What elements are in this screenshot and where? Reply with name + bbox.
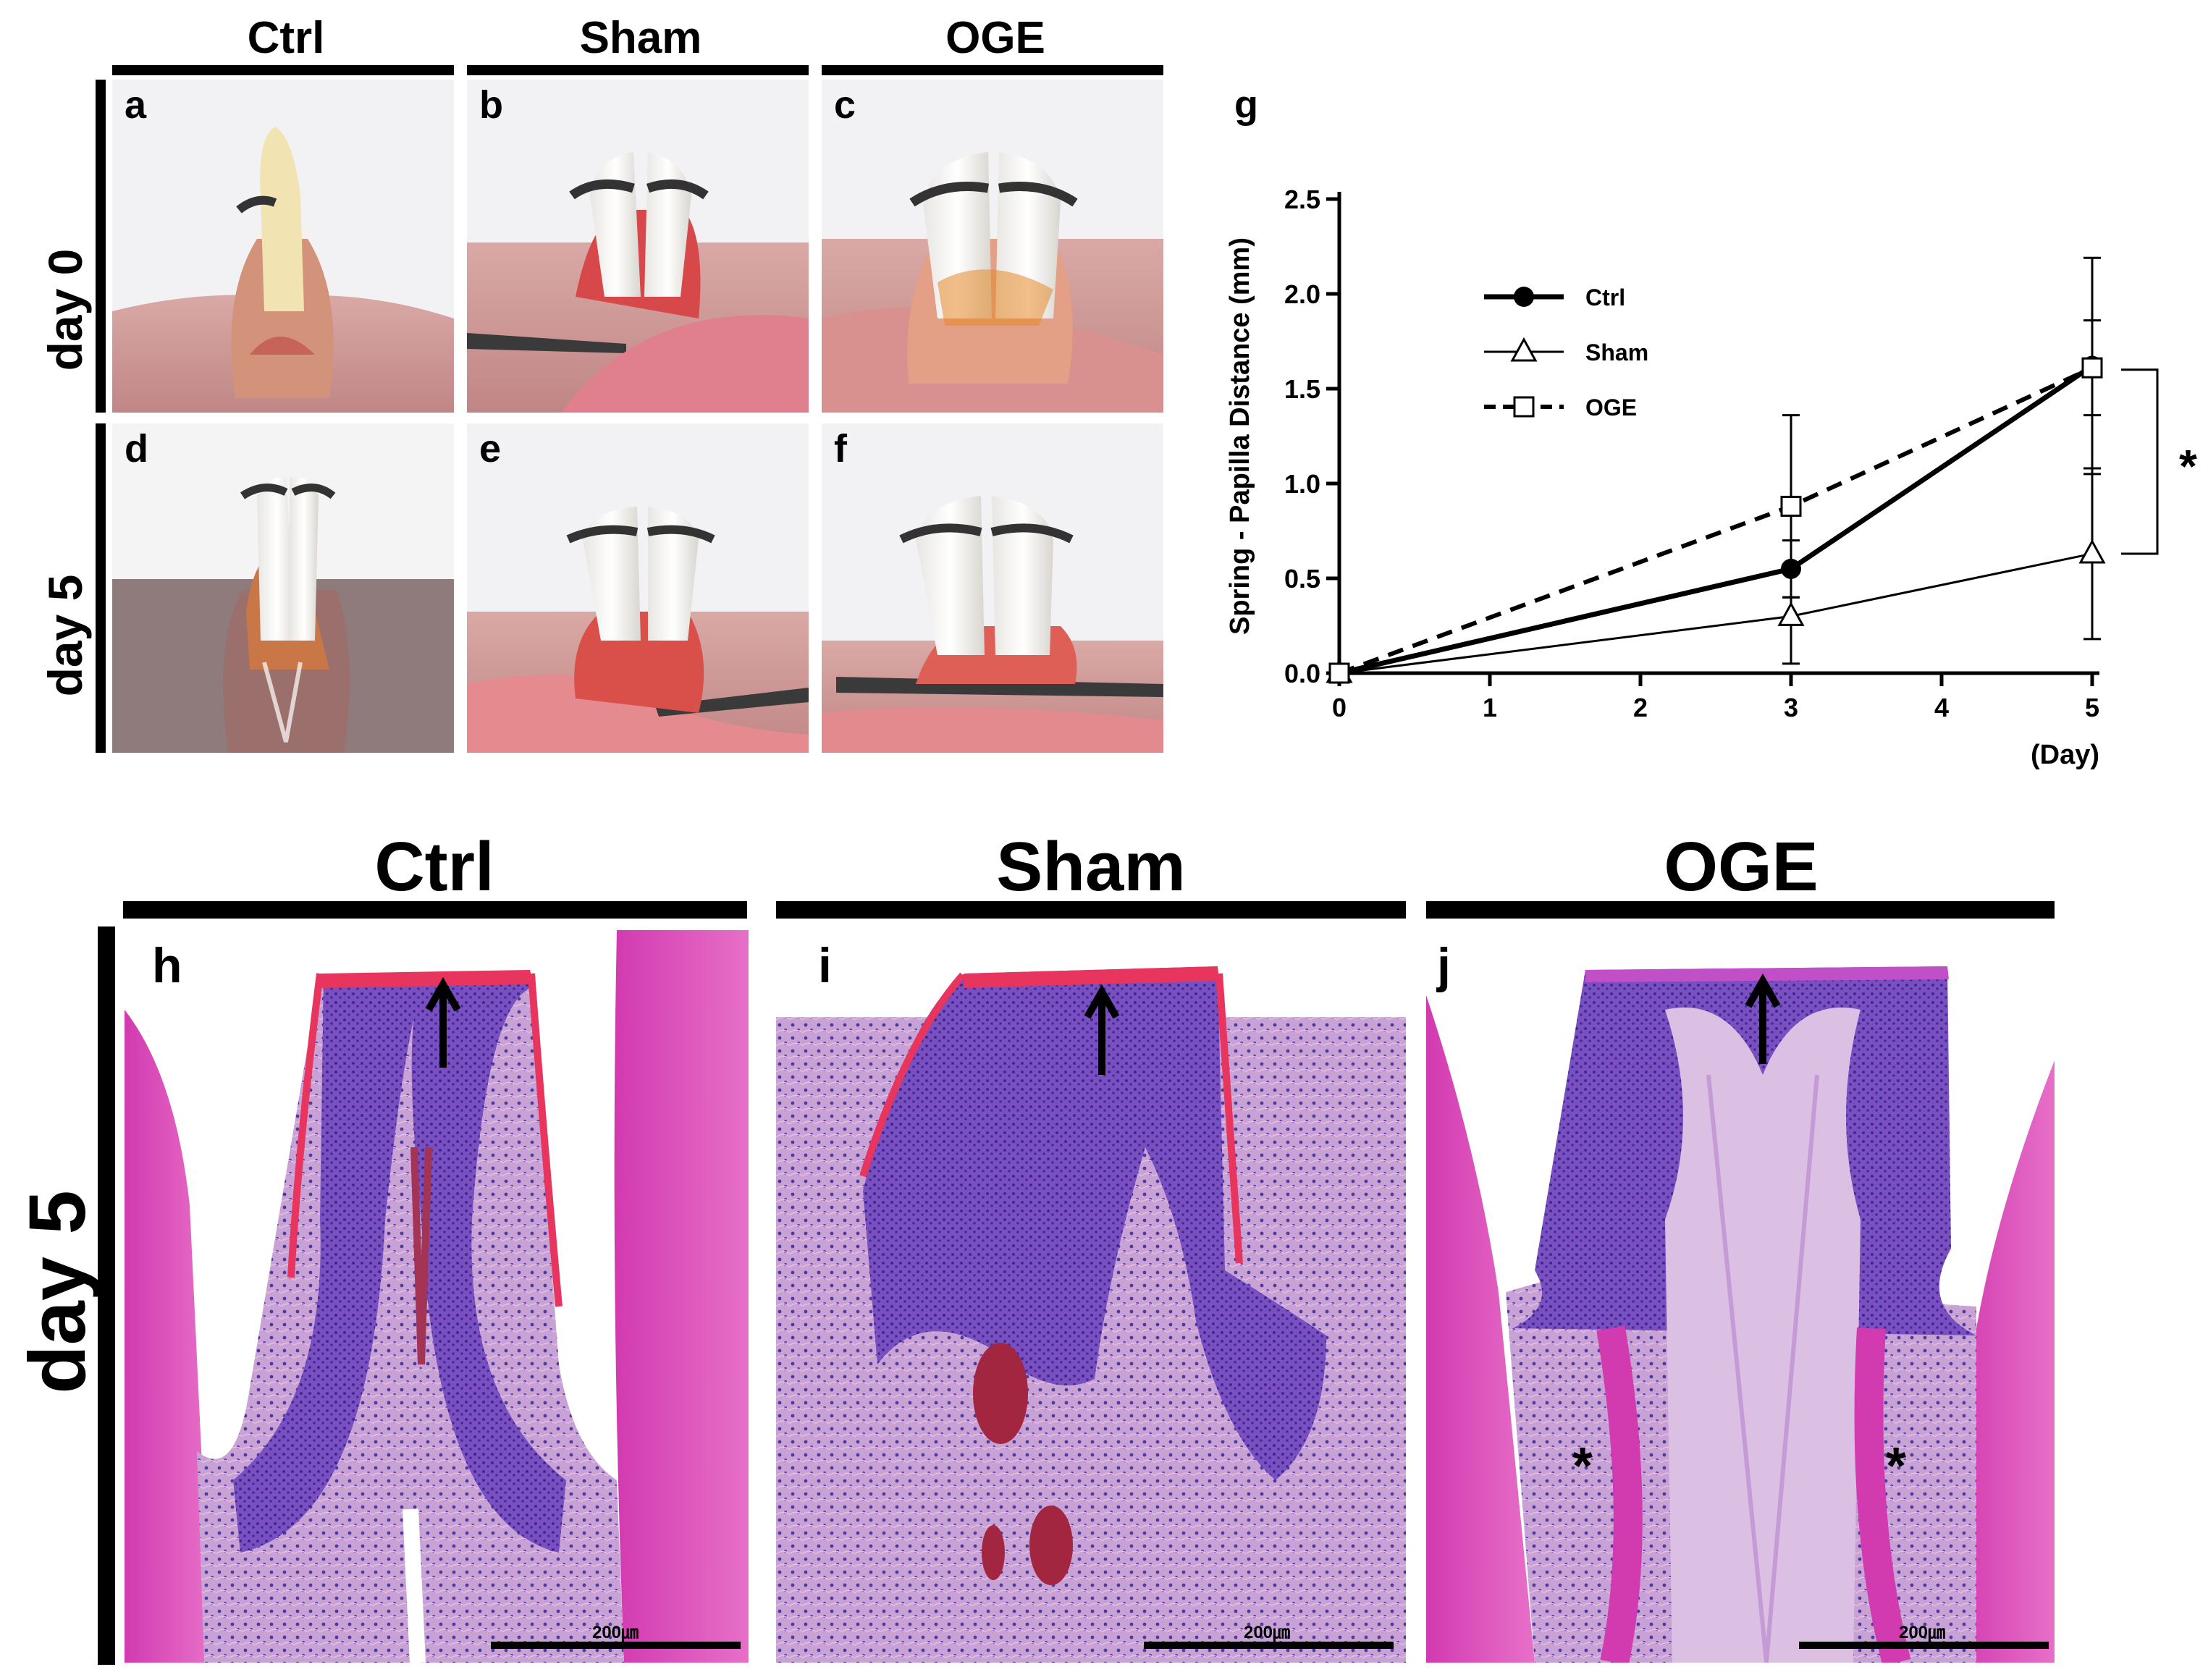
panel-letter-g: g xyxy=(1234,83,1258,127)
scale-bar-j xyxy=(1799,1642,2049,1649)
point-oge-0 xyxy=(1328,662,1350,684)
point-ctrl-1 xyxy=(1781,558,1801,579)
panel-letter-d: d xyxy=(125,427,148,470)
photo-panel-f xyxy=(822,423,1163,753)
top-group-sham-label: Sham xyxy=(579,13,702,63)
photo-c-illustration xyxy=(822,152,1163,413)
panel-letter-b: b xyxy=(479,83,503,127)
panel-letter-a: a xyxy=(125,83,147,127)
y-tick-label-4: 2.0 xyxy=(1284,279,1320,309)
row-day0-label: day 0 xyxy=(38,248,92,371)
scale-label-i: 200㎛ xyxy=(1243,1623,1291,1642)
photo-f-illustration xyxy=(822,496,1163,753)
y-tick-label-1: 0.5 xyxy=(1284,564,1320,594)
histology-j-illustration xyxy=(1426,966,2055,1663)
y-tick-label-0: 0.0 xyxy=(1284,659,1320,688)
scale-label-h: 200㎛ xyxy=(591,1623,639,1642)
point-oge-1 xyxy=(1780,495,1802,517)
photo-a-illustration xyxy=(112,127,454,413)
significance-star: * xyxy=(2179,440,2197,492)
series-line-oge xyxy=(1338,366,2094,675)
photo-d-illustration xyxy=(112,423,454,753)
panel-letter-h: h xyxy=(152,938,182,993)
histology-panel-j xyxy=(1426,930,2055,1663)
bottom-group-ctrl-label: Ctrl xyxy=(374,828,494,906)
bottom-group-sham-label: Sham xyxy=(996,828,1186,906)
row-day0-bar xyxy=(96,80,106,413)
line-chart: 0.0 0.5 1.0 1.5 2.0 2.5 0 1 2 3 4 5 (Day) Spring - Pa… xyxy=(1225,185,2197,770)
y-tick-label-5: 2.5 xyxy=(1284,185,1320,214)
photo-e-illustration xyxy=(467,507,809,753)
row-day5-label: day 5 xyxy=(38,574,92,697)
top-group-oge-label: OGE xyxy=(945,13,1045,63)
photo-panel-b xyxy=(467,80,809,413)
bottom-group-oge-label: OGE xyxy=(1664,828,1819,906)
series-line-sham xyxy=(1339,552,2093,675)
photo-panel-e xyxy=(467,423,809,753)
panel-letter-j: j xyxy=(1437,938,1451,993)
top-group-sham-bar xyxy=(467,65,809,75)
legend-label-ctrl: Ctrl xyxy=(1585,284,1625,311)
point-oge-2 xyxy=(2081,357,2103,379)
panel-letter-f: f xyxy=(834,427,847,470)
legend-marker-sham xyxy=(1510,337,1538,362)
asterisk-left: * xyxy=(1572,1438,1593,1495)
series-line-ctrl xyxy=(1339,363,2094,676)
legend-label-oge: OGE xyxy=(1585,394,1637,421)
photo-panel-c xyxy=(822,80,1163,413)
x-tick-label-3: 3 xyxy=(1784,693,1798,722)
y-tick-label-3: 1.5 xyxy=(1284,374,1320,404)
photo-panel-d xyxy=(112,423,454,753)
asterisk-right: * xyxy=(1886,1438,1907,1495)
photo-b-illustration xyxy=(467,152,809,413)
panel-letter-c: c xyxy=(834,83,856,127)
y-axis-label: Spring - Papilla Distance (mm) xyxy=(1225,237,1255,635)
bottom-group-sham-bar xyxy=(776,901,1406,919)
x-tick-label-2: 2 xyxy=(1633,693,1648,722)
bottom-group-ctrl-bar xyxy=(123,901,747,919)
histology-panel-i xyxy=(776,930,1406,1663)
panel-letter-e: e xyxy=(479,427,502,470)
panel-letter-i: i xyxy=(818,938,832,993)
top-group-ctrl-bar xyxy=(112,65,454,75)
y-tick-label-2: 1.0 xyxy=(1284,469,1320,499)
row-day5-bar xyxy=(96,423,106,753)
top-group-ctrl-label: Ctrl xyxy=(247,13,325,63)
bottom-row-bar xyxy=(98,926,115,1665)
scale-bar-h xyxy=(491,1642,741,1649)
point-sham-1 xyxy=(1777,601,1805,626)
histology-h-illustration xyxy=(125,930,749,1663)
bottom-row-day5-label: day 5 xyxy=(13,1190,102,1394)
histology-i-illustration xyxy=(776,930,1406,1663)
x-axis-label: (Day) xyxy=(2031,740,2099,770)
legend-marker-ctrl xyxy=(1514,287,1534,307)
x-tick-label-4: 4 xyxy=(1934,693,1949,722)
top-group-oge-bar xyxy=(822,65,1163,75)
x-tick-label-5: 5 xyxy=(2085,693,2099,722)
legend-marker-oge xyxy=(1513,396,1535,418)
point-sham-2 xyxy=(2078,539,2106,564)
x-tick-label-1: 1 xyxy=(1483,693,1497,722)
x-tick-label-0: 0 xyxy=(1332,693,1347,722)
bottom-group-oge-bar xyxy=(1426,901,2055,919)
photo-panel-a xyxy=(112,80,454,413)
legend-label-sham: Sham xyxy=(1585,339,1648,366)
histology-panel-h xyxy=(125,930,749,1663)
scale-label-j: 200㎛ xyxy=(1898,1623,1946,1642)
scale-bar-i xyxy=(1144,1642,1394,1649)
significance-bracket xyxy=(2121,368,2159,555)
